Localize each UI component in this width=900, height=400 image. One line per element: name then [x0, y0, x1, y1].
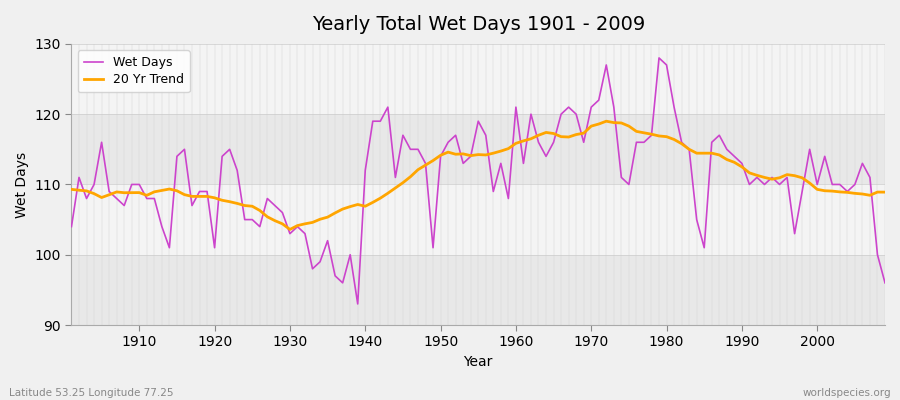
- Wet Days: [518, 161, 529, 166]
- X-axis label: Year: Year: [464, 355, 493, 369]
- 20 Yr Trend: [345, 204, 356, 209]
- Bar: [71, 255, 885, 325]
- Wet Days: [879, 280, 890, 285]
- 20 Yr Trend: [66, 187, 77, 192]
- Wet Days: [653, 56, 664, 60]
- Text: worldspecies.org: worldspecies.org: [803, 388, 891, 398]
- Title: Yearly Total Wet Days 1901 - 2009: Yearly Total Wet Days 1901 - 2009: [311, 15, 645, 34]
- Wet Days: [292, 224, 303, 229]
- Y-axis label: Wet Days: Wet Days: [15, 151, 29, 218]
- 20 Yr Trend: [126, 190, 137, 195]
- Wet Days: [126, 182, 137, 187]
- Wet Days: [338, 280, 348, 285]
- Bar: [71, 44, 885, 114]
- Bar: [71, 114, 885, 184]
- Legend: Wet Days, 20 Yr Trend: Wet Days, 20 Yr Trend: [77, 50, 190, 92]
- Wet Days: [510, 105, 521, 110]
- Wet Days: [352, 302, 363, 306]
- 20 Yr Trend: [601, 119, 612, 124]
- Line: Wet Days: Wet Days: [71, 58, 885, 304]
- 20 Yr Trend: [518, 138, 529, 143]
- 20 Yr Trend: [300, 222, 310, 226]
- 20 Yr Trend: [284, 227, 295, 232]
- Line: 20 Yr Trend: 20 Yr Trend: [71, 121, 885, 230]
- 20 Yr Trend: [879, 190, 890, 194]
- 20 Yr Trend: [510, 141, 521, 146]
- Bar: [71, 184, 885, 255]
- 20 Yr Trend: [616, 120, 626, 125]
- Wet Days: [66, 224, 77, 229]
- Wet Days: [608, 105, 619, 110]
- Text: Latitude 53.25 Longitude 77.25: Latitude 53.25 Longitude 77.25: [9, 388, 174, 398]
